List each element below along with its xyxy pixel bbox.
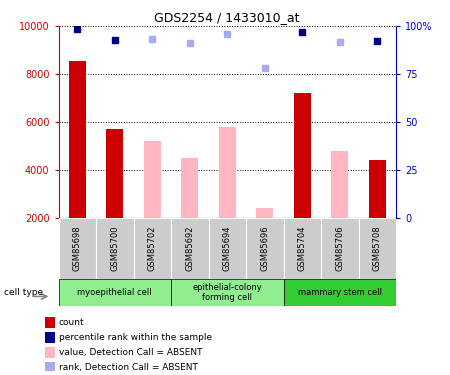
Bar [208,217,246,279]
Bar [45,317,55,328]
Bar [58,279,171,306]
Text: percentile rank within the sample: percentile rank within the sample [59,333,212,342]
Bar [45,347,55,358]
Bar [294,93,310,218]
Text: GSM85698: GSM85698 [73,226,82,271]
Bar [219,127,236,218]
Text: value, Detection Call = ABSENT: value, Detection Call = ABSENT [59,348,202,357]
Bar [144,141,161,218]
Bar [321,217,359,279]
Bar [284,279,396,306]
Title: GDS2254 / 1433010_at: GDS2254 / 1433010_at [154,11,300,24]
Text: GSM85702: GSM85702 [148,226,157,271]
Text: GSM85708: GSM85708 [373,226,382,271]
Text: GSM85706: GSM85706 [335,226,344,271]
Bar [58,217,96,279]
Text: mammary stem cell: mammary stem cell [298,288,382,297]
Text: epithelial-colony
forming cell: epithelial-colony forming cell [193,283,262,302]
Text: count: count [59,318,85,327]
Bar [331,150,348,217]
Bar [69,61,86,217]
Bar [134,217,171,279]
Bar [284,217,321,279]
Bar [96,217,134,279]
Bar [181,158,198,218]
Bar [171,279,284,306]
Text: GSM85704: GSM85704 [298,226,307,271]
Bar [106,129,123,218]
Bar [45,332,55,343]
Text: rank, Detection Call = ABSENT: rank, Detection Call = ABSENT [59,363,198,372]
Bar [45,362,55,373]
Text: myoepithelial cell: myoepithelial cell [77,288,152,297]
Text: GSM85692: GSM85692 [185,226,194,271]
Bar [369,160,386,218]
Bar [246,217,284,279]
Bar [359,217,396,279]
Text: GSM85694: GSM85694 [223,226,232,271]
Text: GSM85696: GSM85696 [260,226,269,271]
Text: cell type: cell type [4,288,44,297]
Text: GSM85700: GSM85700 [110,226,119,271]
Bar [171,217,208,279]
Bar [256,208,273,218]
